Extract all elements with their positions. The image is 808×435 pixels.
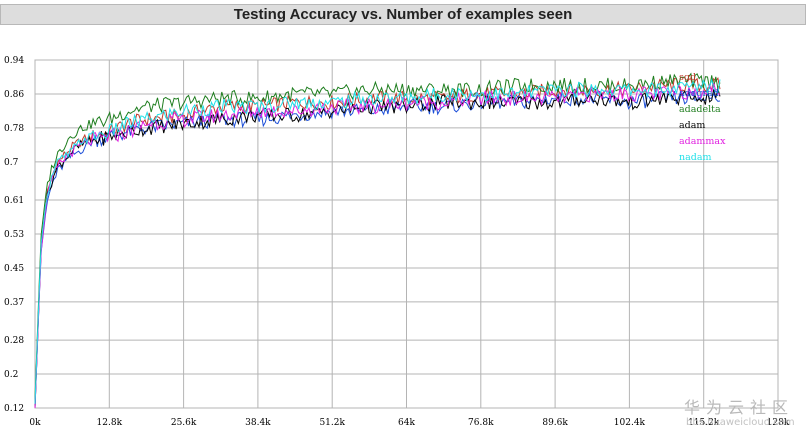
y-tick-label: 0.45 [4,264,24,274]
y-tick-label: 0.37 [4,298,24,308]
y-tick-label: 0.12 [4,404,24,414]
y-tick-label: 0.2 [4,370,18,380]
legend-entry-adam: adam [679,120,705,131]
y-tick-label: 0.78 [4,124,24,134]
series-lines [34,72,721,409]
y-tick-label: 0.7 [4,158,19,168]
legend-entry-nadam: nadam [679,152,712,163]
y-tick-label: 0.28 [4,336,24,346]
grid [34,59,779,409]
x-tick-label: 102.4k [614,418,646,428]
x-tick-label: 51.2k [319,418,345,428]
legend-entry-adadelta: adadelta [679,104,721,115]
legend-entry-sgd: sgd [679,72,696,83]
x-axis-ticks: 0k 12.8k 25.6k 38.4k 51.2k 64k 76.8k 89.6k 102.4… [29,418,789,428]
series-line-adagrad [34,90,721,409]
legend-entry-adammax: adammax [679,136,726,147]
legend-entry-adagrad: adagrad [679,88,719,99]
chart-title: Testing Accuracy vs. Number of examples … [233,6,573,23]
chart-title-bar: Testing Accuracy vs. Number of examples … [0,4,806,25]
watermark-brand: 华为云社区 [684,398,795,417]
y-tick-label: 0.94 [4,56,24,66]
y-tick-label: 0.61 [4,196,24,206]
y-axis-ticks: 0.12 0.2 0.28 0.37 0.45 0.53 0.61 0.7 0.78 0.86 0.… [4,56,24,414]
x-tick-label: 89.6k [542,418,568,428]
x-tick-label: 0k [29,418,41,428]
x-tick-label: 76.8k [468,418,494,428]
series-line-sgd [34,76,721,404]
series-line-adam [34,87,721,409]
y-tick-label: 0.53 [4,230,24,240]
legend: sgd adagrad adadelta adam adammax nadam [679,72,726,163]
x-tick-label: 12.8k [97,418,123,428]
x-tick-label: 115.2k [688,418,720,428]
y-tick-label: 0.86 [4,90,24,100]
x-tick-label: 25.6k [171,418,197,428]
series-line-adammax [34,83,721,409]
x-tick-label: 38.4k [245,418,271,428]
series-line-nadam [34,78,721,404]
series-line-adadelta [34,72,721,400]
watermark-url: bbs.huaweicloud.com [686,417,795,428]
x-tick-label: 64k [398,418,415,428]
x-tick-label: 128k [767,418,790,428]
